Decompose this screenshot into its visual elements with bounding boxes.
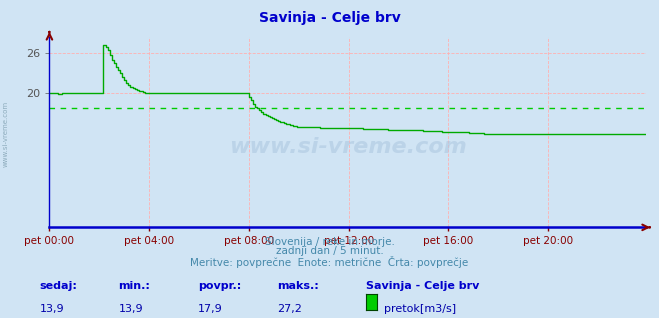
Text: min.:: min.: — [119, 281, 150, 291]
Text: 13,9: 13,9 — [40, 304, 64, 314]
Text: Meritve: povprečne  Enote: metrične  Črta: povprečje: Meritve: povprečne Enote: metrične Črta:… — [190, 256, 469, 268]
Text: 13,9: 13,9 — [119, 304, 143, 314]
Text: Savinja - Celje brv: Savinja - Celje brv — [258, 11, 401, 25]
Text: maks.:: maks.: — [277, 281, 318, 291]
Text: sedaj:: sedaj: — [40, 281, 77, 291]
Text: 17,9: 17,9 — [198, 304, 223, 314]
Text: Slovenija / reke in morje.: Slovenija / reke in morje. — [264, 237, 395, 247]
Text: povpr.:: povpr.: — [198, 281, 241, 291]
Text: www.si-vreme.com: www.si-vreme.com — [229, 137, 467, 157]
Text: www.si-vreme.com: www.si-vreme.com — [2, 100, 9, 167]
Text: 27,2: 27,2 — [277, 304, 302, 314]
Text: zadnji dan / 5 minut.: zadnji dan / 5 minut. — [275, 246, 384, 256]
Text: pretok[m3/s]: pretok[m3/s] — [384, 304, 455, 314]
Text: Savinja - Celje brv: Savinja - Celje brv — [366, 281, 479, 291]
